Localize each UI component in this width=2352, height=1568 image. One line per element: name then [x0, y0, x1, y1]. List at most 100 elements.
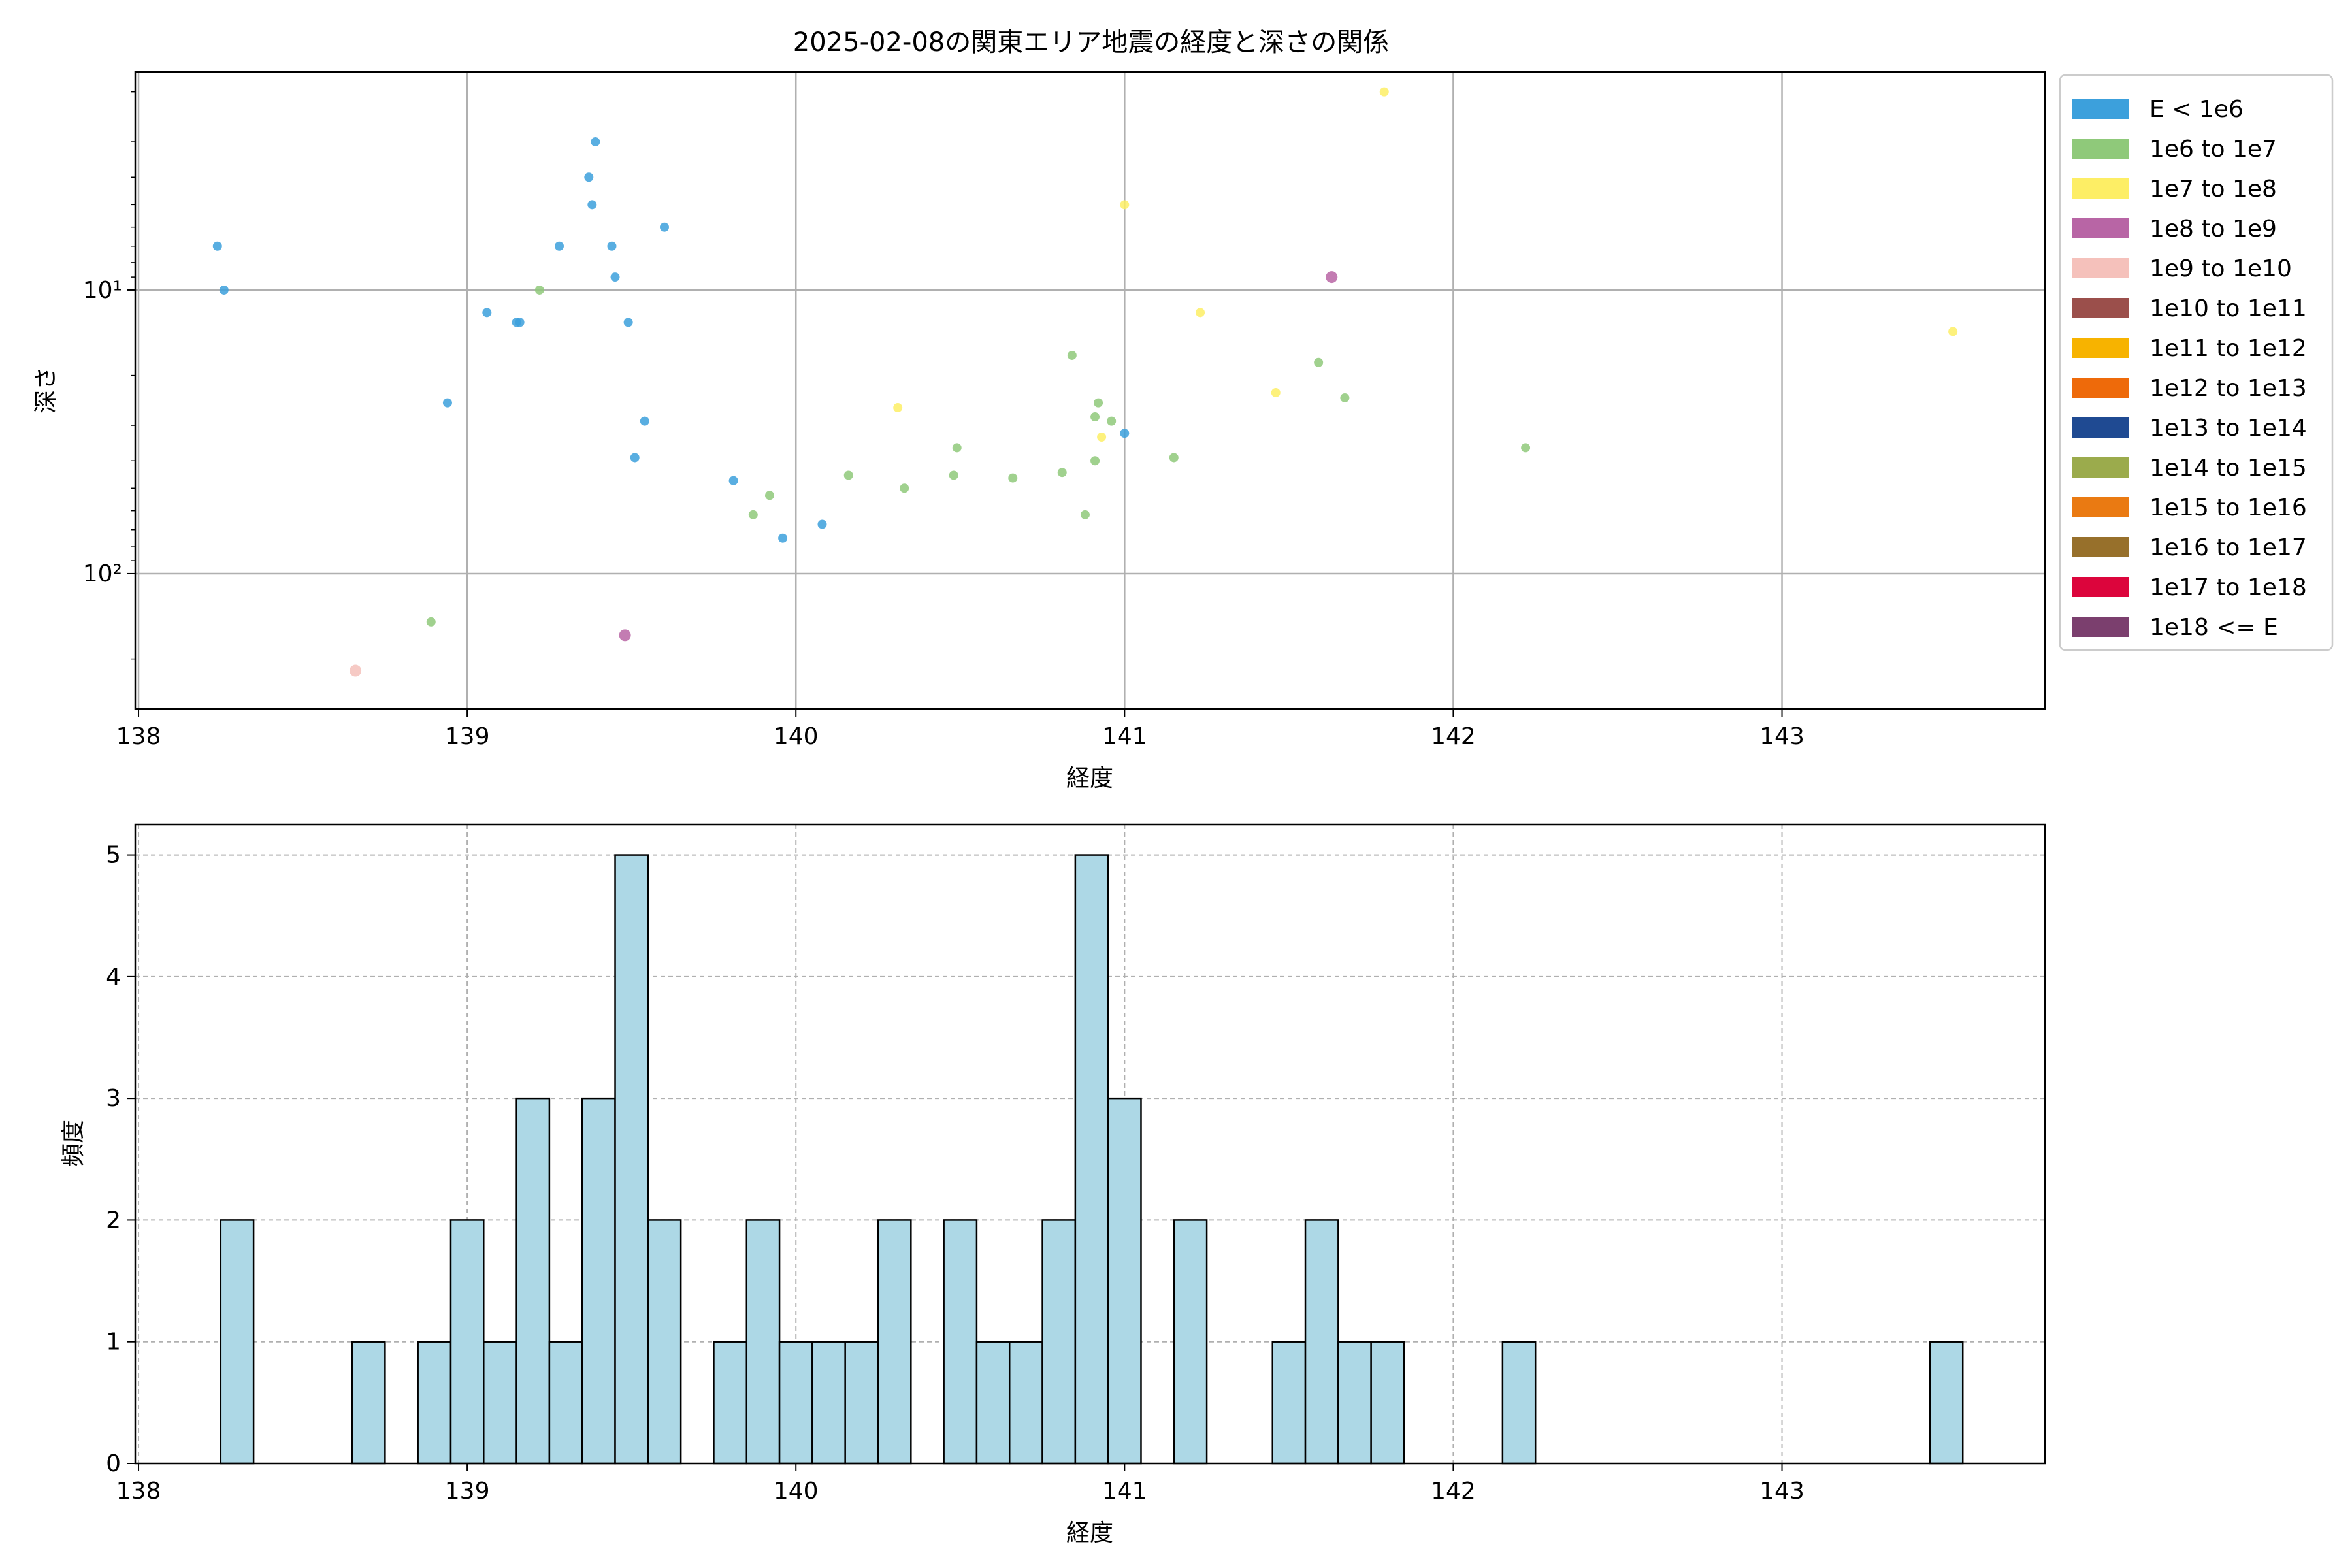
scatter-point — [587, 200, 597, 210]
scatter-xtick-label: 140 — [774, 723, 819, 750]
histogram-ytick-label: 3 — [106, 1085, 121, 1112]
histogram-bar — [745, 1219, 781, 1465]
scatter-point — [640, 416, 649, 426]
histogram-axes-frame — [134, 823, 2046, 1465]
legend-swatch — [2072, 139, 2129, 159]
scatter-point — [1120, 200, 1130, 210]
histogram-bar — [614, 854, 649, 1465]
histogram-ytick-label: 4 — [106, 964, 121, 990]
scatter-legend: E < 1e6 1e6 to 1e7 1e7 to 1e8 1e8 to 1e9 1e9… — [2059, 74, 2334, 651]
histogram-bar — [1041, 1219, 1077, 1465]
legend-label: 1e6 to 1e7 — [2149, 136, 2277, 163]
scatter-point — [1326, 271, 1338, 284]
scatter-point — [952, 443, 962, 453]
histogram-bar — [581, 1097, 616, 1465]
scatter-axes-frame — [134, 71, 2046, 710]
scatter-point — [1090, 456, 1100, 466]
histogram-bar — [1337, 1341, 1372, 1465]
scatter-point — [1314, 357, 1324, 367]
scatter-point — [534, 285, 544, 295]
scatter-point — [893, 403, 903, 413]
scatter-gridlines — [135, 72, 2045, 709]
scatter-point — [1094, 398, 1103, 408]
scatter-points — [212, 87, 1958, 677]
histogram-bar — [811, 1341, 846, 1465]
legend-swatch — [2072, 338, 2129, 358]
legend-label: 1e10 to 1e11 — [2149, 295, 2307, 322]
legend-label: 1e12 to 1e13 — [2149, 375, 2307, 402]
histogram-bar — [1008, 1341, 1043, 1465]
histogram-bar — [1173, 1219, 1208, 1465]
scatter-point — [554, 241, 564, 251]
histogram-xtick-label: 141 — [1102, 1478, 1147, 1505]
scatter-xtick-label: 143 — [1759, 723, 1805, 750]
histogram-bar — [713, 1341, 748, 1465]
histogram-gridlines — [135, 825, 2045, 1464]
legend-swatch — [2072, 99, 2129, 119]
scatter-point — [1080, 510, 1090, 519]
legend-swatch — [2072, 258, 2129, 278]
histogram-ytick-label: 1 — [106, 1329, 121, 1356]
scatter-point — [1169, 453, 1179, 463]
scatter-ticks: 138 139 140 141 142 143 10¹ 10² — [83, 91, 1805, 750]
legend-swatch — [2072, 378, 2129, 398]
histogram-bar — [417, 1341, 452, 1465]
scatter-point — [607, 241, 617, 251]
scatter-point — [843, 470, 853, 480]
scatter-point — [630, 453, 640, 463]
histogram-panel: 138 139 140 141 142 143 0 1 2 3 4 5 経度 頻度 — [60, 823, 2046, 1546]
scatter-point — [1008, 473, 1018, 483]
histogram-ytick-label: 5 — [106, 842, 121, 869]
histogram-bar — [220, 1219, 255, 1465]
legend-label: 1e8 to 1e9 — [2149, 216, 2277, 242]
histogram-bar — [515, 1097, 551, 1465]
scatter-point — [610, 272, 620, 282]
scatter-panel: 2025-02-08の関東エリア地震の経度と深さの関係 138 139 140 141… — [33, 27, 2334, 792]
legend-swatch — [2072, 298, 2129, 318]
legend-label: 1e15 to 1e16 — [2149, 495, 2307, 521]
histogram-bar — [548, 1341, 583, 1465]
legend-label: 1e7 to 1e8 — [2149, 176, 2277, 203]
legend-label: 1e16 to 1e17 — [2149, 534, 2307, 561]
histogram-xtick-label: 138 — [116, 1478, 161, 1505]
scatter-point — [728, 476, 738, 485]
scatter-point — [1271, 387, 1281, 397]
histogram-xtick-label: 143 — [1759, 1478, 1805, 1505]
scatter-point — [1057, 468, 1067, 478]
histogram-bar — [351, 1341, 386, 1465]
histogram-bar — [877, 1219, 912, 1465]
legend-swatch — [2072, 617, 2129, 637]
scatter-point — [426, 617, 436, 627]
scatter-point — [778, 533, 788, 543]
histogram-ticks: 138 139 140 141 142 143 0 1 2 3 4 5 — [106, 842, 1805, 1505]
histogram-ytick-label: 2 — [106, 1207, 121, 1233]
histogram-bar — [1929, 1341, 1964, 1465]
legend-label: 1e14 to 1e15 — [2149, 455, 2307, 482]
scatter-point — [1120, 429, 1130, 438]
scatter-point — [1196, 308, 1205, 318]
histogram-xtick-label: 139 — [445, 1478, 490, 1505]
scatter-ylabel: 深さ — [33, 367, 59, 414]
legend-items: E < 1e6 1e6 to 1e7 1e7 to 1e8 1e8 to 1e9 1e9… — [2072, 96, 2307, 641]
scatter-title: 2025-02-08の関東エリア地震の経度と深さの関係 — [793, 27, 1389, 57]
scatter-point — [1379, 87, 1389, 97]
histogram-bar — [975, 1341, 1011, 1465]
histogram-xlabel: 経度 — [1066, 1520, 1113, 1546]
histogram-bar — [844, 1341, 879, 1465]
scatter-xlabel: 経度 — [1066, 765, 1113, 792]
scatter-point — [482, 308, 492, 318]
scatter-point — [442, 398, 452, 408]
scatter-point — [817, 519, 827, 529]
histogram-xtick-label: 140 — [774, 1478, 819, 1505]
legend-swatch — [2072, 218, 2129, 238]
histogram-xtick-label: 142 — [1431, 1478, 1476, 1505]
histogram-bar — [1107, 1097, 1142, 1465]
legend-label: 1e11 to 1e12 — [2149, 335, 2307, 362]
scatter-point — [1107, 416, 1117, 426]
legend-swatch — [2072, 497, 2129, 517]
legend-swatch — [2072, 457, 2129, 478]
legend-label: 1e13 to 1e14 — [2149, 415, 2307, 442]
scatter-point — [619, 629, 631, 642]
legend-label: E < 1e6 — [2149, 96, 2244, 123]
